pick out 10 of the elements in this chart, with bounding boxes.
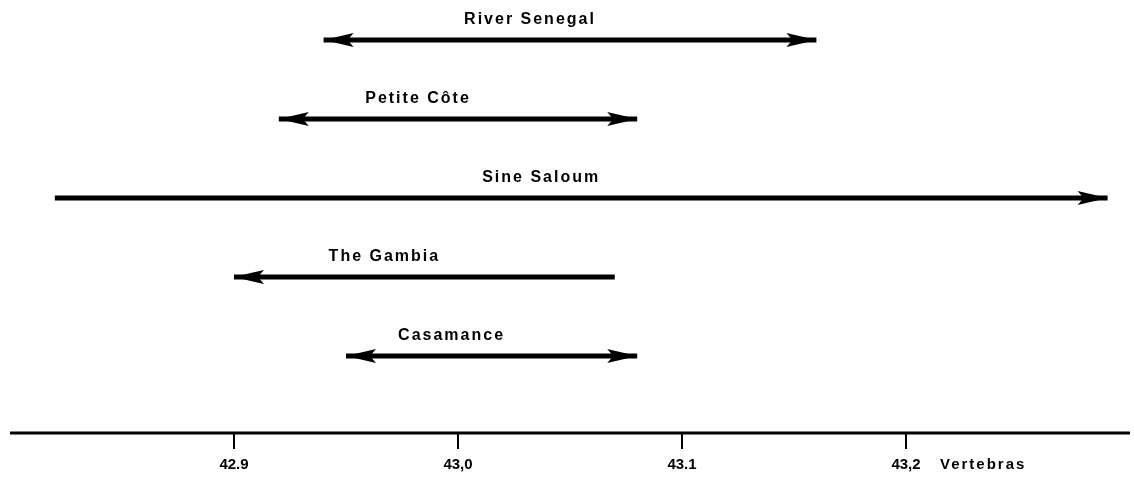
y-tick-label: River Senegal (464, 10, 596, 27)
x-tick-label: 43,2 (891, 455, 921, 472)
x-tick-label: 43,0 (443, 455, 473, 472)
y-tick-label: The Gambia (328, 247, 441, 264)
y-tick-label: Petite Côte (365, 89, 471, 106)
x-tick-label: 42.9 (219, 455, 249, 472)
x-axis-title: Vertebras (940, 455, 1027, 472)
y-tick-label: Sine Saloum (482, 168, 601, 185)
y-tick-label: Casamance (398, 326, 506, 343)
x-tick-label: 43.1 (667, 455, 697, 472)
